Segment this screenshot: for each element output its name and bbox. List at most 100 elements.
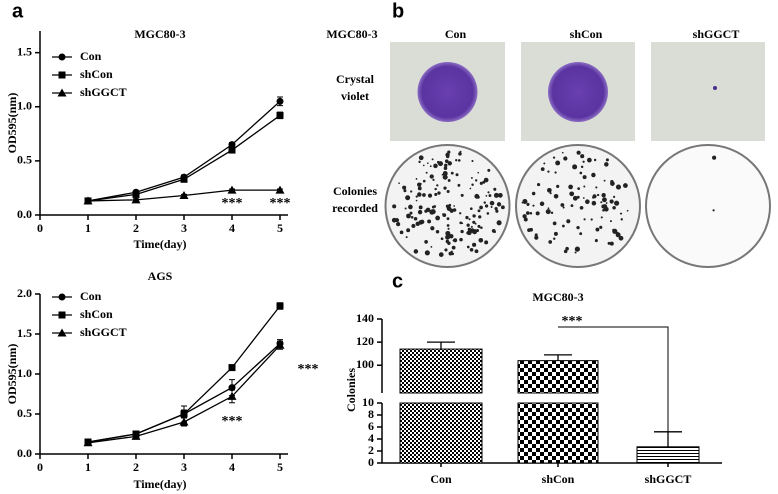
legend-label: Con — [80, 49, 102, 63]
colony — [460, 193, 464, 197]
colony — [548, 240, 553, 244]
colony — [438, 252, 444, 257]
colony — [424, 240, 428, 244]
marker — [83, 438, 93, 447]
colony — [413, 249, 419, 254]
y-tick-label: 2 — [368, 443, 374, 457]
colony — [455, 159, 458, 162]
colony — [582, 197, 585, 199]
colony — [574, 251, 577, 254]
colony — [475, 228, 480, 233]
colony — [572, 195, 578, 201]
colony — [574, 246, 580, 252]
colony — [396, 222, 401, 227]
column-label: Con — [445, 27, 467, 41]
x-tick-label: 3 — [181, 460, 187, 474]
colony — [447, 161, 452, 166]
colony — [495, 209, 499, 213]
colony — [427, 162, 429, 165]
colony — [448, 251, 453, 256]
colony — [563, 249, 568, 254]
colony — [592, 194, 597, 199]
colony — [610, 181, 615, 186]
row-label: Crystal — [336, 72, 375, 86]
colony — [522, 214, 527, 219]
cell-line-label: MGC80-3 — [326, 27, 377, 41]
colony — [433, 163, 438, 169]
y-tick-label: 0.0 — [17, 446, 32, 460]
colony — [444, 248, 448, 252]
colony — [422, 164, 425, 167]
colony — [446, 224, 450, 227]
colony — [430, 245, 433, 248]
colony — [406, 228, 411, 233]
colony — [534, 235, 539, 240]
colony — [712, 209, 715, 212]
colony — [566, 219, 571, 224]
colony — [455, 173, 459, 177]
colony — [452, 239, 455, 242]
colony — [612, 195, 616, 198]
legend-label: shCon — [80, 307, 113, 321]
colony — [457, 159, 461, 162]
colony — [488, 194, 492, 197]
colony — [527, 228, 531, 233]
colony — [539, 201, 545, 207]
colony — [600, 201, 603, 204]
chart-title: AGS — [148, 269, 173, 283]
marker — [58, 53, 66, 61]
colony — [427, 193, 433, 198]
colony — [441, 173, 444, 176]
colony — [623, 183, 628, 188]
colony — [443, 166, 448, 171]
colony — [427, 219, 432, 224]
y-tick-label: 1.0 — [17, 366, 32, 380]
colony — [478, 237, 484, 243]
colony — [445, 204, 450, 208]
colony — [525, 211, 530, 215]
colony — [408, 204, 413, 209]
colony — [498, 194, 501, 197]
colony — [472, 214, 476, 218]
colony — [429, 165, 432, 168]
y-tick-label: 140 — [356, 311, 374, 325]
chart-title: MGC80-3 — [532, 290, 583, 304]
x-tick-label: 2 — [133, 221, 139, 235]
colony — [469, 207, 473, 211]
colony — [572, 164, 578, 170]
y-tick-label: 1.5 — [17, 326, 32, 340]
x-tick-label: 1 — [85, 221, 91, 235]
colony — [479, 205, 483, 210]
colony — [580, 165, 584, 169]
colony — [472, 242, 477, 247]
dish — [515, 144, 641, 268]
colony — [523, 217, 528, 222]
colony — [436, 184, 439, 187]
colony — [417, 209, 423, 215]
colony — [479, 226, 482, 229]
significance-bracket — [558, 326, 669, 435]
bar — [399, 402, 483, 464]
annotation: *** — [270, 196, 291, 211]
x-tick-label: 5 — [277, 221, 283, 235]
y-tick-label: 2.0 — [17, 286, 32, 300]
colony — [562, 206, 565, 209]
colony — [470, 176, 473, 179]
colony — [490, 206, 493, 209]
x-tick-label: 1 — [85, 460, 91, 474]
colony — [457, 183, 461, 187]
colony — [555, 160, 561, 166]
colony — [459, 150, 462, 153]
colony — [601, 193, 606, 198]
y-tick-label: 0.0 — [17, 207, 32, 221]
colony — [442, 171, 448, 177]
colony — [434, 192, 438, 196]
colony — [484, 204, 489, 208]
colony — [500, 205, 505, 210]
colony — [392, 204, 397, 209]
colony — [583, 218, 586, 221]
colony — [453, 238, 458, 243]
legend-label: shCon — [80, 67, 113, 81]
marker — [58, 293, 66, 301]
colony — [466, 245, 470, 249]
